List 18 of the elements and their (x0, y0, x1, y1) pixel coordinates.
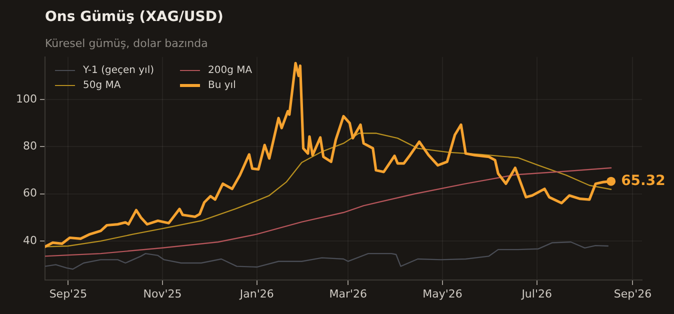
x-tick-label: Sep'26 (614, 287, 652, 300)
x-tick-label: Sep'25 (49, 287, 88, 300)
y-tick-label: 100 (16, 92, 37, 106)
legend-label: 200g MA (208, 65, 252, 76)
chart-title: Ons Gümüş (XAG/USD) (45, 9, 224, 25)
legend-label: 50g MA (83, 80, 121, 91)
y-tick-label: 40 (23, 234, 37, 247)
chart-subtitle: Küresel gümüş, dolar bazında (45, 37, 208, 50)
legend-label: Y-1 (geçen yıl) (83, 65, 154, 76)
annotation: 65.32 (621, 172, 666, 189)
legend-label: Bu yıl (208, 80, 236, 91)
y-tick-label: 60 (23, 186, 37, 200)
x-tick-label: Jan'26 (238, 287, 274, 300)
x-tick-label: Mar'26 (329, 287, 368, 300)
x-tick-label: Nov'25 (143, 287, 182, 300)
x-tick-label: May'26 (422, 287, 462, 300)
y-tick-label: 80 (23, 140, 37, 153)
x-tick-label: Jul'26 (520, 287, 552, 300)
